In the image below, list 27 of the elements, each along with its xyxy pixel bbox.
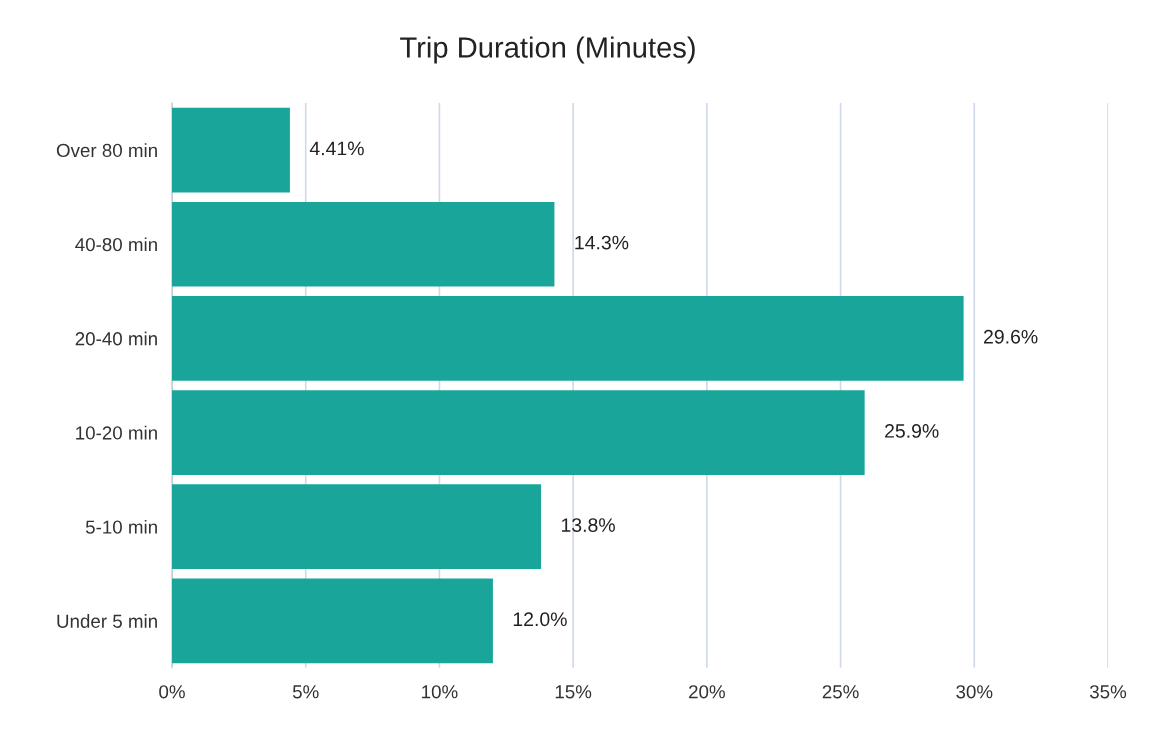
y-tick-label: Over 80 min: [56, 143, 157, 158]
data-label: 13.8%: [561, 518, 615, 532]
data-label: 4.41%: [309, 141, 364, 156]
x-tick-label: 10%: [422, 685, 458, 699]
bar: [172, 484, 542, 570]
x-tick-label: 20%: [689, 685, 725, 699]
x-tick-label: 0%: [159, 685, 185, 699]
x-tick-label: 25%: [822, 685, 859, 699]
y-tick-label: 10-20 min: [76, 425, 157, 440]
chart-title: Trip Duration (Minutes): [400, 36, 695, 64]
y-tick-label: 20-40 min: [75, 331, 157, 346]
x-tick-label: 15%: [555, 685, 592, 699]
y-tick-label: Under 5 min: [57, 614, 157, 628]
bar: [172, 107, 290, 193]
y-tick-label: 5-10 min: [85, 519, 157, 534]
data-label: 29.6%: [984, 329, 1038, 344]
bar: [172, 390, 865, 475]
data-label: 25.9%: [885, 424, 939, 438]
bar: [172, 201, 555, 287]
data-label: 14.3%: [575, 235, 629, 250]
data-label: 12.0%: [513, 612, 567, 627]
x-tick-label: 5%: [292, 685, 319, 699]
bar: [172, 296, 964, 381]
x-tick-label: 35%: [1089, 685, 1127, 699]
bar: [172, 578, 493, 664]
x-tick-label: 30%: [956, 685, 993, 699]
y-tick-label: 40-80 min: [75, 237, 157, 252]
